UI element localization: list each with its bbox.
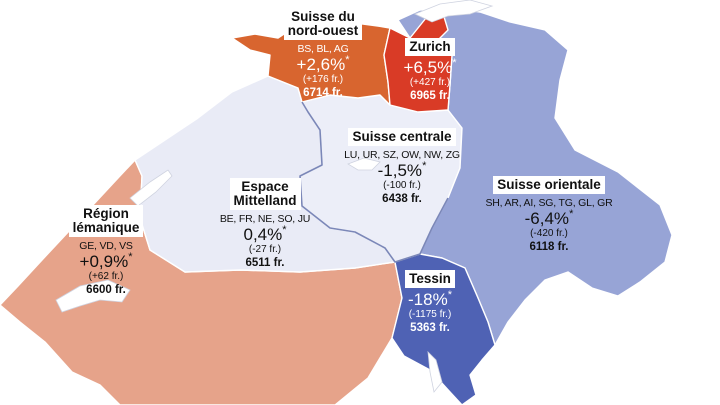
change-zurich: +6,5%*: [403, 57, 457, 78]
region-name-centrale: Suisse centrale: [348, 128, 456, 147]
diff-tessin: (-1175 fr.): [408, 309, 452, 321]
region-name-mittelland: Espace Mittelland: [229, 178, 301, 211]
change-centrale: -1,5%*: [377, 160, 427, 181]
change-nordouest: +2,6%*: [296, 54, 350, 75]
cantons-nordouest: BS, BL, AG: [297, 43, 349, 56]
label-centrale: Suisse centrale LU, UR, SZ, OW, NW, ZG -…: [330, 128, 474, 205]
lake-geneva: [55, 279, 131, 313]
label-tessin: Tessin -18%* (-1175 fr.) 5363 fr.: [395, 270, 465, 334]
amount-orientale: 6118 fr.: [529, 240, 569, 253]
label-zurich: Zurich +6,5%* (+427 fr.) 6965 fr.: [385, 38, 475, 102]
amount-centrale: 6438 fr.: [382, 192, 422, 205]
change-tessin: -18%*: [408, 289, 452, 310]
diff-mittelland: (-27 fr.): [248, 244, 282, 256]
change-orientale: -6,4%*: [524, 208, 574, 229]
region-name-zurich: Zurich: [405, 38, 455, 57]
region-name-tessin: Tessin: [405, 270, 455, 289]
region-name-nordouest: Suisse du nord-ouest: [283, 8, 363, 41]
diff-lemanique: (+62 fr.): [88, 271, 124, 283]
region-border-line: [299, 101, 449, 263]
amount-mittelland: 6511 fr.: [245, 256, 285, 269]
label-orientale: Suisse orientale SH, AR, AI, SG, TG, GL,…: [468, 176, 630, 253]
region-name-lemanique: Région lémanique: [68, 205, 144, 238]
diff-centrale: (-100 fr.): [383, 180, 421, 192]
label-mittelland: Espace Mittelland BE, FR, NE, SO, JU 0,4%…: [210, 178, 320, 269]
change-mittelland: 0,4%*: [243, 224, 287, 245]
region-name-orientale: Suisse orientale: [493, 176, 605, 195]
change-lemanique: +0,9%*: [79, 251, 133, 272]
region-shape-tessin[interactable]: [391, 253, 496, 405]
cantons-lemanique: GE, VD, VS: [79, 240, 133, 253]
diff-orientale: (-420 fr.): [530, 228, 568, 240]
label-lemanique: Région lémanique GE, VD, VS +0,9%* (+62 f…: [56, 205, 156, 296]
amount-lemanique: 6600 fr.: [86, 283, 126, 296]
lake-constance: [413, 0, 494, 23]
lake-lucerne: [347, 157, 381, 171]
label-nordouest: Suisse du nord-ouest BS, BL, AG +2,6%* (+…: [268, 8, 378, 99]
diff-nordouest: (+176 fr.): [302, 74, 344, 86]
cantons-centrale: LU, UR, SZ, OW, NW, ZG: [344, 149, 460, 162]
amount-nordouest: 6714 fr.: [303, 86, 343, 99]
lake-maggiore: [427, 350, 443, 393]
amount-tessin: 5363 fr.: [410, 321, 450, 334]
amount-zurich: 6965 fr.: [410, 89, 450, 102]
cantons-orientale: SH, AR, AI, SG, TG, GL, GR: [485, 197, 613, 210]
cantons-mittelland: BE, FR, NE, SO, JU: [219, 213, 311, 226]
diff-zurich: (+427 fr.): [409, 77, 451, 89]
